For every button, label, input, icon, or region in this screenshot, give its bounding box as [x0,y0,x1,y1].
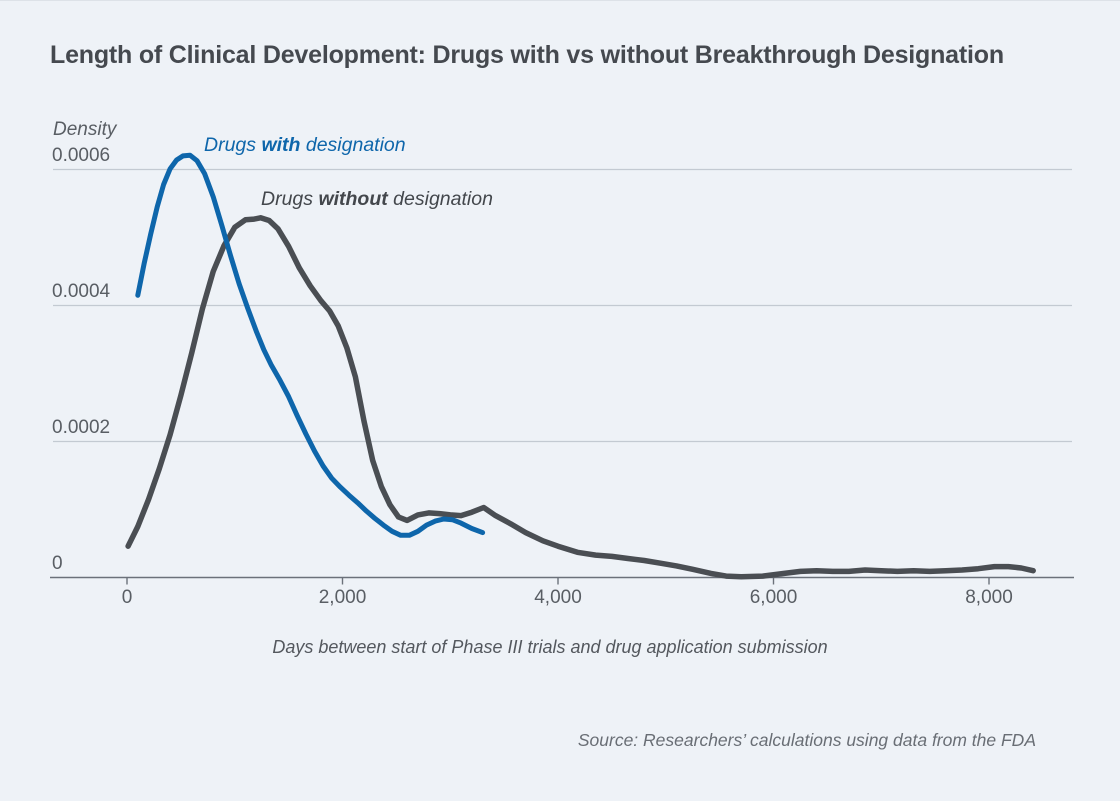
legend-label-with-designation: Drugs with designation [204,134,406,157]
legend-text-emphasis: without [318,188,388,210]
density-curve-drugs-without-designation [125,215,1036,580]
y-axis-title: Density [53,119,117,140]
y-tick-label: 0.0004 [52,280,111,302]
x-tick-label: 8,000 [965,586,1013,608]
x-tick-label: 6,000 [749,586,798,608]
y-tick-label: 0.0006 [52,144,111,166]
legend-text-suffix: designation [300,134,406,156]
y-tick-label: 0.0002 [52,416,111,438]
legend-text-suffix: designation [387,188,493,210]
legend-text-prefix: Drugs [204,134,262,156]
chart-title: Length of Clinical Development: Drugs wi… [50,41,1004,69]
x-tick-label: 0 [121,586,133,608]
x-tick-label: 4,000 [534,586,582,608]
y-tick-label: 0 [52,552,63,574]
x-axis-title: Days between start of Phase III trials a… [272,637,828,657]
density-curve-drugs-with-designation [135,152,486,538]
legend-text-emphasis: with [261,134,301,156]
source-note: Source: Researchers’ calculations using … [577,730,1036,750]
legend-text-prefix: Drugs [261,188,319,210]
x-tick-label: 2,000 [318,586,367,608]
legend-label-without-designation: Drugs without designation [261,188,493,211]
